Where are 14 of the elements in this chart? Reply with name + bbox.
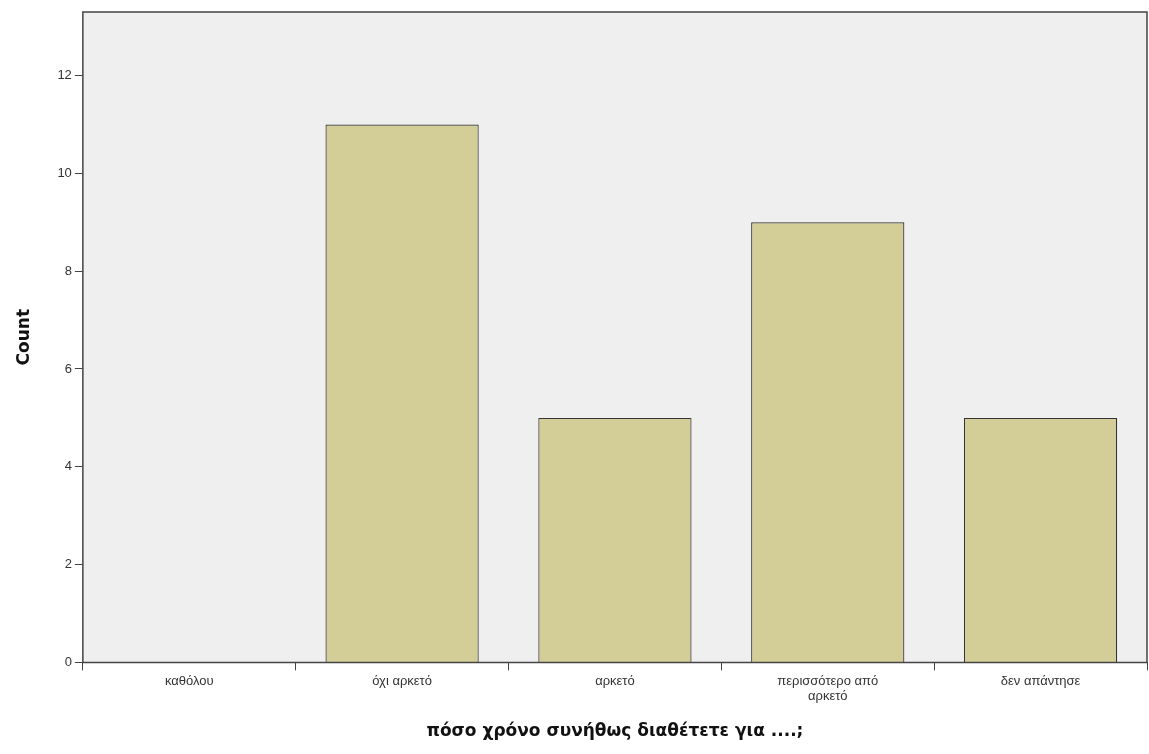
y-axis-title: Count — [12, 308, 33, 366]
x-tick-label: περισσότερο από αρκετό — [777, 672, 879, 704]
y-tick-label: 8 — [64, 262, 72, 278]
y-tick-label: 10 — [57, 164, 72, 180]
y-tick-label: 12 — [57, 67, 72, 83]
x-tick-label: δεν απάντησε — [1000, 672, 1081, 688]
x-axis-title: πόσο χρόνο συνήθως διαθέτετε για ....; — [426, 720, 804, 741]
y-tick-label: 6 — [64, 360, 72, 376]
y-tick-label: 2 — [64, 556, 72, 572]
x-tick-label: καθόλου — [164, 672, 214, 688]
y-tick-label: 4 — [64, 458, 72, 474]
x-tick-label: αρκετό — [595, 672, 635, 688]
y-tick-label: 0 — [64, 653, 72, 669]
x-tick-label: όχι αρκετό — [372, 672, 432, 688]
